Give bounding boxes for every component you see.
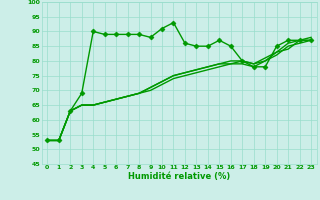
X-axis label: Humidité relative (%): Humidité relative (%) <box>128 172 230 181</box>
